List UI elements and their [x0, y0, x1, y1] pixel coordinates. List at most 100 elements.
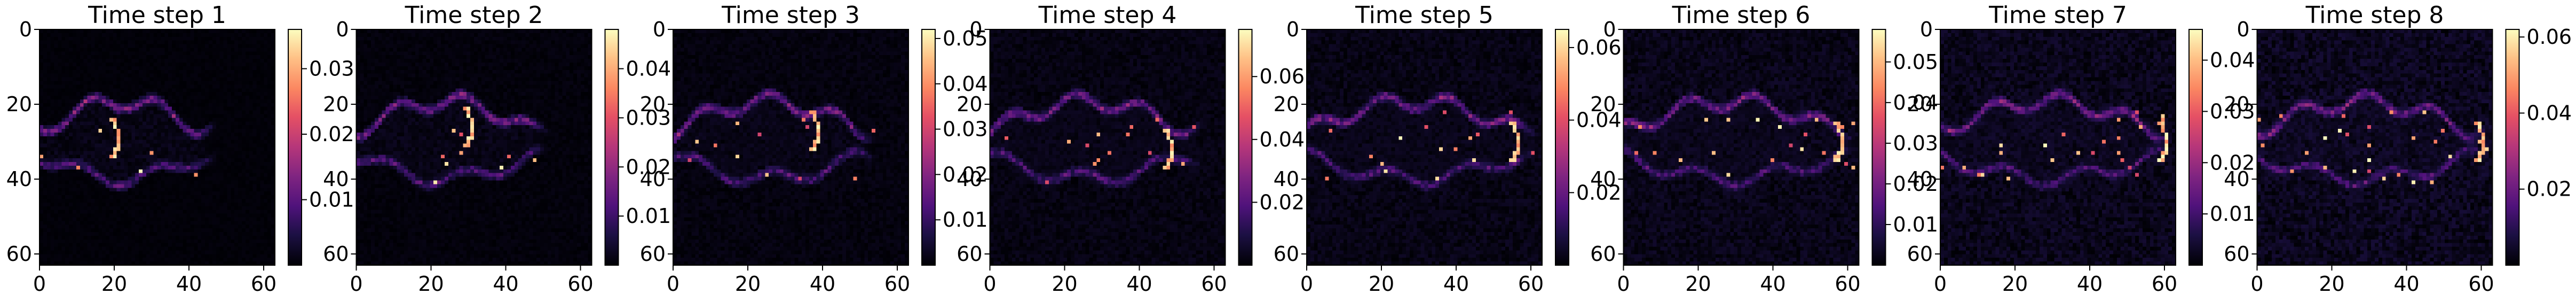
colorbar-tick-label: 0.03 [309, 57, 354, 81]
x-tick-label: 60 [884, 272, 910, 296]
heatmap-image [1307, 29, 1542, 265]
x-tick-label: 20 [2319, 272, 2344, 296]
x-tick-label: 40 [1126, 272, 1152, 296]
x-tick-label: 40 [2077, 272, 2103, 296]
colorbar [604, 29, 619, 266]
y-tick-label: 40 [957, 167, 982, 191]
x-tick-label: 0 [350, 272, 362, 296]
y-tick-label: 0 [1286, 18, 1299, 41]
x-tick-label: 60 [2468, 272, 2494, 296]
colorbar-tick-label: 0.02 [1260, 190, 1305, 214]
panel-title: Time step 5 [1355, 2, 1494, 29]
axes-frame [1940, 29, 2176, 266]
axes-frame [1623, 29, 1860, 266]
colorbar [921, 29, 936, 266]
heatmap-image [39, 29, 275, 265]
panel-title: Time step 1 [88, 2, 226, 29]
y-tick-label: 0 [1603, 18, 1616, 41]
axes-frame [355, 29, 592, 266]
panel-title: Time step 8 [2305, 2, 2444, 29]
colorbar-tick-label: 0.02 [309, 122, 354, 146]
panel-title: Time step 4 [1038, 2, 1177, 29]
heatmap-panel-3: Time step 30 20 40 6002040600.010.020.030.0… [640, 2, 988, 296]
x-tick-label: 40 [2393, 272, 2419, 296]
x-tick-label: 0 [1617, 272, 1630, 296]
y-tick-label: 60 [957, 242, 982, 266]
x-tick-label: 60 [2152, 272, 2177, 296]
colorbar-tick-label: 0.04 [626, 57, 671, 81]
x-tick-label: 40 [1760, 272, 1785, 296]
x-tick-label: 40 [810, 272, 835, 296]
y-tick-label: 0 [653, 18, 666, 41]
y-tick-label: 20 [957, 92, 982, 116]
panel-title: Time step 6 [1672, 2, 1811, 29]
y-tick-label: 0 [2237, 18, 2249, 41]
colorbar [1555, 29, 1569, 266]
heatmap-panel-7: Time step 70 20 40 6002040600.010.020.030.0… [1907, 2, 2255, 296]
colorbar-tick-label: 0.04 [1893, 91, 1939, 114]
heatmap-image [356, 29, 592, 265]
x-tick-label: 20 [101, 272, 127, 296]
axes-frame [673, 29, 909, 266]
colorbar [1238, 29, 1253, 266]
x-tick-label: 40 [1443, 272, 1469, 296]
y-tick-label: 0 [336, 18, 349, 41]
heatmap-image [1940, 29, 2176, 265]
x-tick-label: 60 [1201, 272, 1227, 296]
colorbar-tick-label: 0.02 [626, 155, 671, 179]
colorbar-tick-label: 0.02 [943, 163, 988, 186]
colorbar-tick-label: 0.06 [1260, 65, 1305, 88]
y-tick-label: 0 [969, 18, 982, 41]
x-tick-label: 0 [1300, 272, 1313, 296]
colorbar [2505, 29, 2520, 266]
heatmap-image [673, 29, 908, 265]
x-tick-label: 0 [1934, 272, 1947, 296]
heatmap-image [1623, 29, 1859, 265]
x-tick-label: 0 [667, 272, 679, 296]
y-tick-label: 60 [6, 242, 32, 266]
y-tick-label: 0 [19, 18, 32, 41]
axes-frame [39, 29, 275, 266]
x-tick-label: 20 [735, 272, 761, 296]
colorbar-tick-label: 0.01 [1893, 213, 1939, 236]
colorbar-tick-label: 0.02 [1893, 172, 1939, 196]
x-tick-label: 0 [2250, 272, 2263, 296]
colorbar-tick-label: 0.01 [309, 188, 354, 212]
x-tick-label: 20 [1052, 272, 1077, 296]
x-tick-label: 60 [1518, 272, 1544, 296]
x-tick-label: 0 [983, 272, 996, 296]
colorbar-tick-label: 0.04 [1576, 109, 1622, 132]
x-tick-label: 20 [418, 272, 444, 296]
heatmap-image [2257, 29, 2493, 265]
axes-frame [989, 29, 1226, 266]
x-tick-label: 60 [1835, 272, 1860, 296]
colorbar [2188, 29, 2203, 266]
colorbar-tick-label: 0.03 [2210, 99, 2255, 123]
axes-frame [1306, 29, 1543, 266]
y-tick-label: 20 [1274, 92, 1299, 116]
colorbar-tick-label: 0.04 [1260, 128, 1305, 151]
y-tick-label: 60 [640, 242, 666, 266]
y-tick-label: 60 [2224, 242, 2249, 266]
heatmap-panel-6: Time step 60 20 40 6002040600.010.020.030.0… [1590, 2, 1938, 296]
y-tick-label: 40 [6, 167, 32, 191]
y-tick-label: 20 [323, 92, 349, 116]
panel-title: Time step 3 [721, 2, 860, 29]
colorbar [288, 29, 302, 266]
heatmap-image [990, 29, 1226, 265]
colorbar-tick-label: 0.03 [943, 118, 988, 141]
colorbar-tick-label: 0.06 [1576, 36, 1622, 59]
colorbar-tick-label: 0.05 [1893, 50, 1939, 74]
heatmap-panel-2: Time step 20 20 40 6002040600.010.020.030.0… [323, 2, 671, 296]
x-tick-label: 40 [493, 272, 518, 296]
y-tick-label: 40 [1274, 167, 1299, 191]
x-tick-label: 20 [1369, 272, 1394, 296]
y-tick-label: 40 [323, 167, 349, 191]
colorbar-tick-label: 0.04 [2527, 101, 2572, 125]
y-tick-label: 40 [640, 167, 666, 191]
colorbar-tick-label: 0.02 [1576, 181, 1622, 204]
y-tick-label: 0 [1920, 18, 1933, 41]
